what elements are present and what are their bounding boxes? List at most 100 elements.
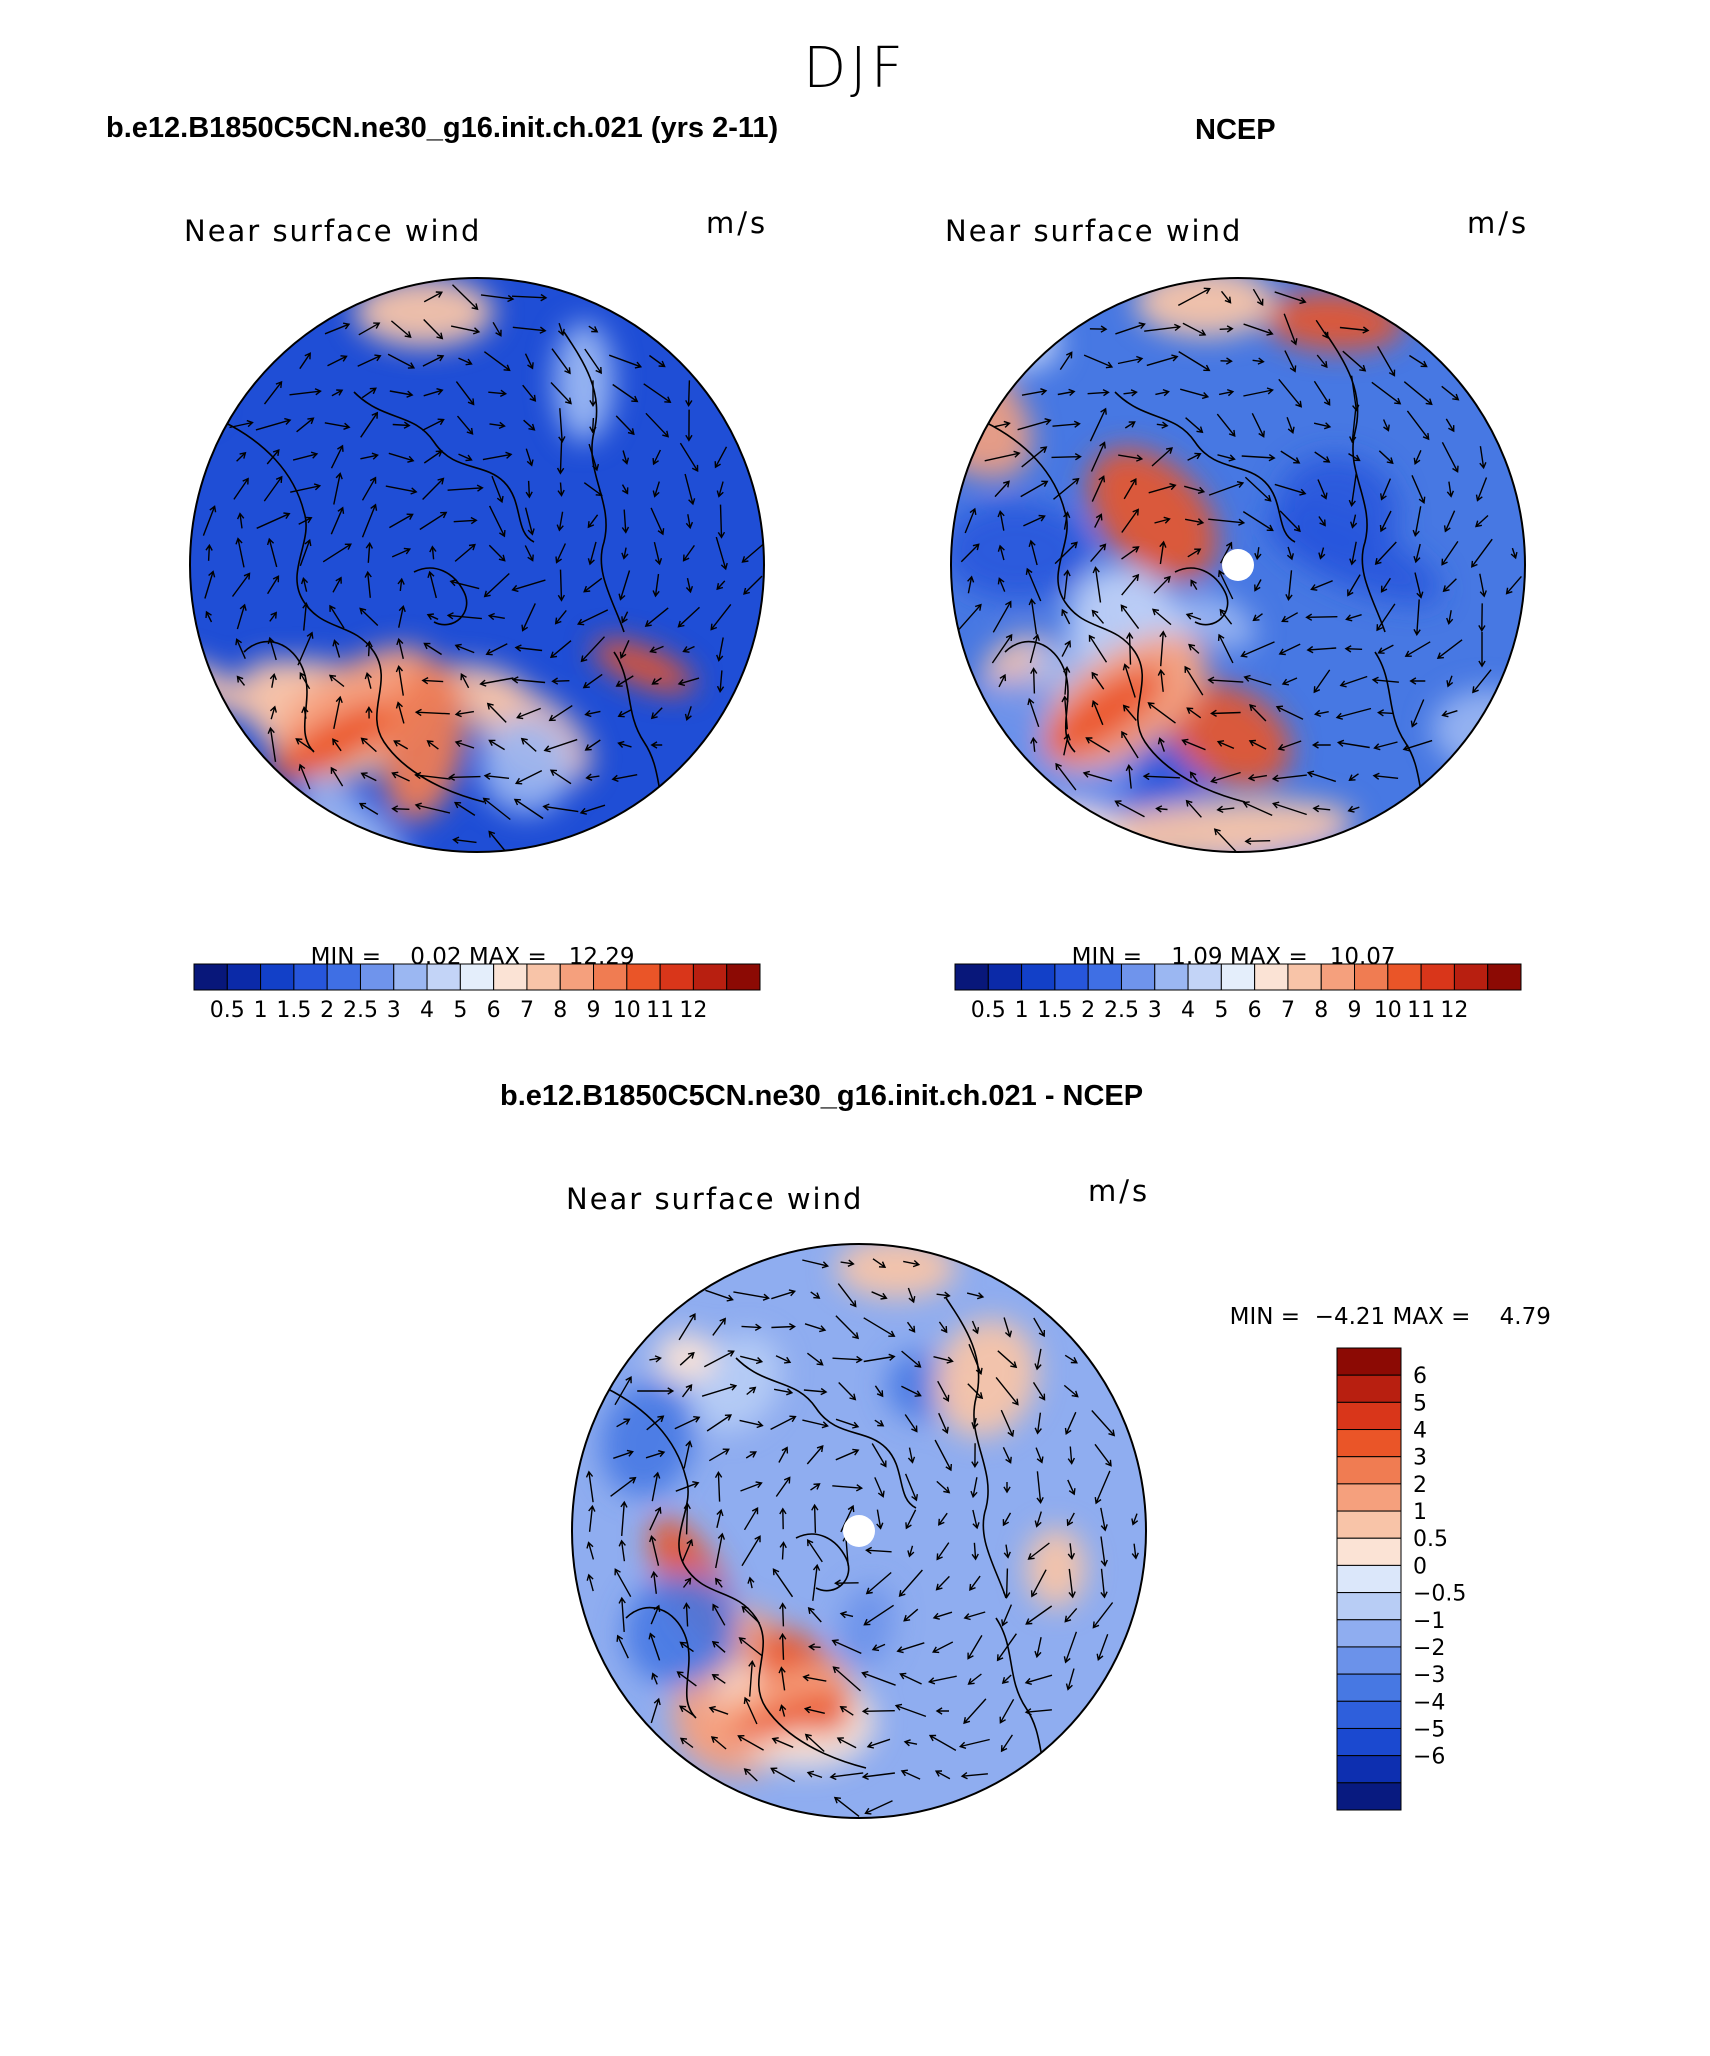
- colorbar-tick-label: 12: [1440, 998, 1468, 1023]
- wind-vector: [204, 570, 216, 599]
- wind-vector: [682, 544, 695, 562]
- wind-vector: [1061, 640, 1071, 657]
- wind-vector: [808, 1643, 821, 1651]
- wind-vector: [263, 475, 283, 502]
- map-background: [190, 278, 764, 852]
- wind-vector: [865, 1546, 892, 1555]
- wind-vector: [685, 409, 693, 442]
- wind-vector: [1305, 613, 1338, 621]
- wind-vector: [449, 579, 480, 590]
- wind-vector: [1087, 388, 1110, 397]
- wind-vector: [1217, 633, 1234, 664]
- wind-vector: [937, 1380, 950, 1402]
- wind-vector: [958, 1738, 990, 1749]
- wind-vector: [360, 452, 379, 460]
- wind-vector: [324, 422, 351, 430]
- ncep-polar-map: [950, 277, 1526, 853]
- difference-min-max: MIN = −4.21 MAX = 4.79: [1215, 1278, 1551, 1330]
- difference-min-value: −4.21: [1314, 1304, 1386, 1330]
- wind-vector: [740, 1355, 764, 1365]
- contour-fill: [184, 837, 240, 858]
- wind-vector: [330, 766, 344, 787]
- wind-vector: [779, 1704, 787, 1717]
- wind-vector: [584, 709, 601, 718]
- wind-vector: [1336, 739, 1370, 749]
- wind-vector: [1242, 801, 1273, 817]
- wind-vector: [716, 637, 724, 662]
- colorbar-swatch: [1336, 1592, 1402, 1621]
- wind-vector: [650, 1697, 661, 1724]
- wind-vector: [653, 541, 663, 566]
- wind-vector: [296, 417, 315, 433]
- wind-vector: [1187, 548, 1202, 558]
- wind-vector: [332, 738, 342, 752]
- wind-vector: [1027, 1542, 1050, 1560]
- figure-title: DJF: [803, 36, 907, 101]
- wind-vector: [1348, 453, 1361, 462]
- colorbar-tick-label: 0: [1413, 1554, 1427, 1579]
- wind-vector: [1242, 511, 1274, 532]
- wind-vector: [810, 1291, 821, 1299]
- wind-vector: [299, 672, 311, 690]
- wind-vector: [491, 475, 504, 504]
- contour-fill: [354, 278, 494, 347]
- wind-vector: [1210, 771, 1241, 784]
- wind-vector: [1024, 1708, 1052, 1716]
- wind-vector: [1243, 323, 1274, 336]
- wind-vector: [1479, 446, 1487, 470]
- wind-vector: [840, 1504, 855, 1533]
- wind-vector: [452, 284, 479, 311]
- wind-vector: [679, 442, 699, 473]
- wind-vector: [649, 645, 664, 654]
- wind-vector: [1159, 630, 1167, 667]
- wind-vector: [683, 1440, 693, 1469]
- wind-vector: [1131, 1543, 1139, 1560]
- wind-vector: [1284, 350, 1297, 373]
- wind-vector: [960, 1772, 988, 1780]
- wind-vector: [618, 1539, 626, 1562]
- wind-vector: [619, 640, 630, 659]
- wind-vector: [615, 675, 634, 687]
- wind-vector: [429, 545, 437, 560]
- wind-vector: [1377, 644, 1394, 654]
- wind-vector: [1441, 541, 1459, 566]
- wind-vector: [1414, 572, 1424, 599]
- wind-vector: [1120, 604, 1140, 630]
- coastline: [735, 1357, 917, 1509]
- colorbar-swatch: [193, 963, 228, 991]
- wind-vector: [835, 1448, 860, 1461]
- contour-fill: [623, 1573, 737, 1687]
- wind-vector: [936, 1480, 951, 1494]
- wind-vector: [1241, 454, 1276, 462]
- wind-vector: [1219, 541, 1233, 564]
- wind-vector: [1374, 541, 1397, 565]
- wind-vector: [835, 1315, 860, 1340]
- wind-vector: [1244, 837, 1271, 845]
- wind-vector: [775, 1355, 792, 1364]
- wind-vector: [1310, 580, 1333, 591]
- wind-vector: [229, 419, 254, 429]
- wind-vector: [266, 448, 280, 465]
- wind-vector: [365, 706, 373, 719]
- wind-vector: [708, 1705, 729, 1715]
- wind-vector: [608, 354, 643, 369]
- wind-vector: [650, 741, 663, 749]
- wind-vector: [1159, 540, 1167, 565]
- colorbar-swatch: [593, 963, 628, 991]
- wind-vector: [557, 482, 565, 497]
- wind-vector: [486, 702, 507, 723]
- contour-fill: [272, 702, 396, 782]
- wind-vector: [365, 640, 373, 657]
- colorbar-swatch: [1336, 1700, 1402, 1729]
- colorbar-swatch: [393, 963, 428, 991]
- wind-vector: [456, 415, 474, 435]
- wind-vector: [1114, 800, 1145, 818]
- wind-vector: [1443, 510, 1456, 533]
- wind-vector: [1083, 354, 1114, 369]
- wind-vector: [235, 537, 245, 568]
- wind-vector: [1036, 1471, 1044, 1505]
- wind-vector: [446, 612, 482, 620]
- wind-vector: [743, 575, 763, 595]
- colorbar-swatch: [1336, 1510, 1402, 1539]
- wind-vector: [748, 1660, 756, 1697]
